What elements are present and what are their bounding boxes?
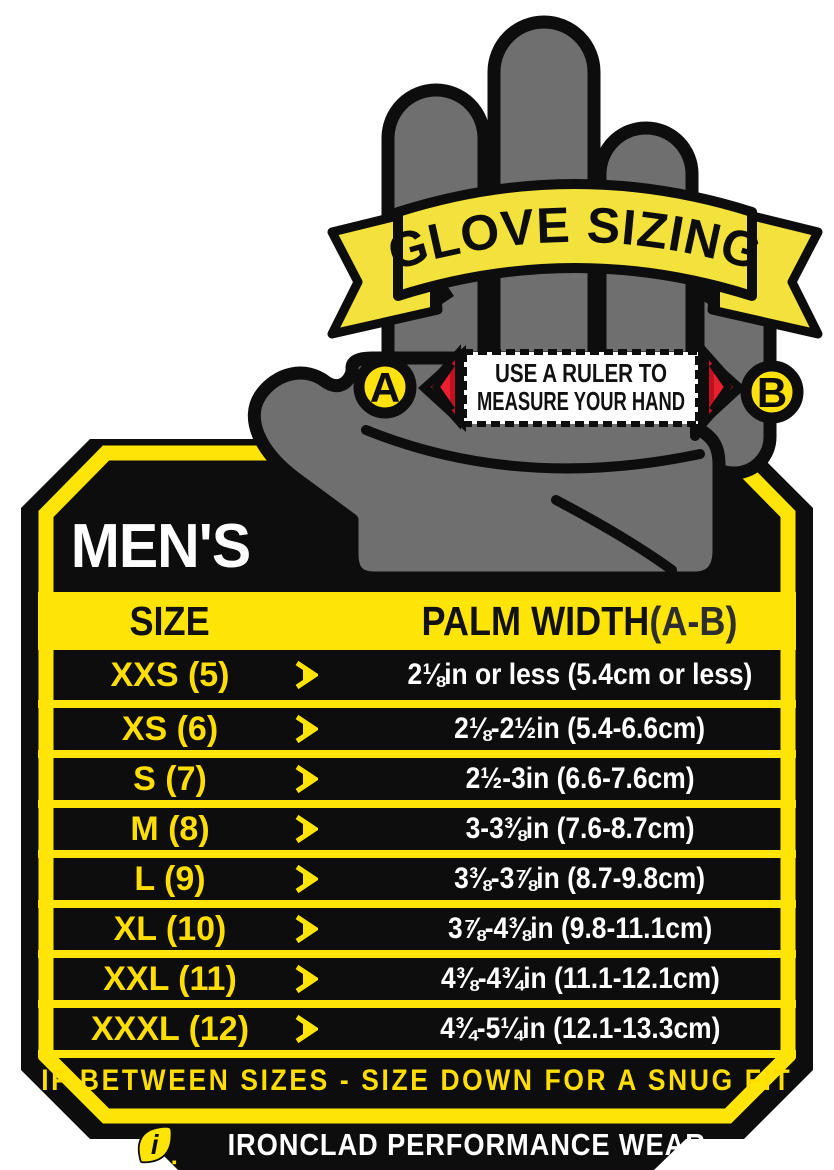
table-row: M (8) 3-3⅜in (7.6-8.7cm) bbox=[38, 808, 796, 850]
row-separator bbox=[38, 800, 796, 808]
marker-b-circle bbox=[740, 360, 804, 424]
size-label: L (9) bbox=[134, 859, 206, 898]
chevron-right-icon bbox=[294, 858, 318, 900]
size-label: XS (6) bbox=[121, 709, 219, 748]
table-row: S (7) 2½-3in (6.6-7.6cm) bbox=[38, 758, 796, 800]
row-separator bbox=[38, 750, 796, 758]
size-label: XXS (5) bbox=[110, 655, 230, 694]
left-arrow-chevron bbox=[431, 362, 455, 412]
row-separator bbox=[38, 1050, 796, 1058]
chevron-right-icon bbox=[294, 708, 318, 750]
row-separator bbox=[38, 1000, 796, 1008]
chevron-right-icon bbox=[294, 958, 318, 1000]
row-separator bbox=[38, 700, 796, 708]
row-separator bbox=[38, 900, 796, 908]
size-label: XL (10) bbox=[113, 909, 227, 948]
measure-guide: USE A RULER TO MEASURE YOUR HAND A B bbox=[353, 344, 804, 432]
marker-a-circle bbox=[353, 355, 417, 419]
ribbon-band bbox=[393, 179, 757, 301]
palm-width-value: 3⅞-4⅜in (9.8-11.1cm) bbox=[447, 912, 713, 945]
palm-width-value: 2⅛-2½in (5.4-6.6cm) bbox=[454, 712, 706, 745]
brand-name: IRONCLAD PERFORMANCE WEAR bbox=[227, 1127, 707, 1162]
palm-width-value: 2½-3in (6.6-7.6cm) bbox=[465, 762, 695, 795]
chevron-right-icon bbox=[294, 808, 318, 850]
table-row: XS (6) 2⅛-2½in (5.4-6.6cm) bbox=[38, 708, 796, 750]
column-header-palm-width-text: PALM WIDTH(A-B) bbox=[422, 597, 738, 644]
palm-width-value: 4¾-5¼in (12.1-13.3cm) bbox=[439, 1012, 721, 1045]
marker-a-label: A bbox=[370, 364, 400, 411]
palm-width-value: 2⅛in or less (5.4cm or less) bbox=[407, 658, 753, 691]
column-header-size-text: SIZE bbox=[129, 597, 211, 644]
brand-footer: i IRONCLAD PERFORMANCE WEAR bbox=[117, 1122, 757, 1168]
table-row: XXXL (12) 4¾-5¼in (12.1-13.3cm) bbox=[38, 1008, 796, 1050]
chevron-right-icon bbox=[294, 650, 318, 700]
column-header-palm-width: PALM WIDTH(A-B) bbox=[346, 592, 814, 650]
chevron-right-icon bbox=[294, 908, 318, 950]
palm-crease-line bbox=[551, 495, 677, 575]
ruler-note-box bbox=[461, 349, 701, 427]
size-label: XXL (11) bbox=[103, 959, 237, 998]
ruler-note-line2: MEASURE YOUR HAND bbox=[477, 386, 685, 416]
chevron-right-icon bbox=[294, 1008, 318, 1050]
section-title: MEN'S bbox=[66, 510, 326, 582]
row-separator bbox=[38, 850, 796, 858]
svg-text:i: i bbox=[151, 1129, 160, 1160]
right-arrow-chevron bbox=[709, 362, 733, 412]
column-header-size: SIZE bbox=[40, 592, 300, 650]
size-label: S (7) bbox=[133, 759, 207, 798]
table-row: XXS (5) 2⅛in or less (5.4cm or less) bbox=[38, 650, 796, 700]
palm-width-value: 3-3⅜in (7.6-8.7cm) bbox=[465, 812, 695, 845]
row-separator bbox=[38, 950, 796, 958]
table-row: XXL (11) 4⅜-4¾in (11.1-12.1cm) bbox=[38, 958, 796, 1000]
table-row: XL (10) 3⅞-4⅜in (9.8-11.1cm) bbox=[38, 908, 796, 950]
sizing-footnote: IF BETWEEN SIZES - SIZE DOWN FOR A SNUG … bbox=[38, 1056, 796, 1106]
size-label: XXXL (12) bbox=[90, 1009, 250, 1048]
hand-illustration bbox=[247, 15, 777, 585]
ruler-note-line1: USE A RULER TO bbox=[495, 358, 667, 388]
ribbon-banner: GLOVE SIZING bbox=[327, 179, 823, 339]
ironclad-leaf-icon: i bbox=[138, 1125, 177, 1165]
chevron-right-icon bbox=[294, 758, 318, 800]
size-label: M (8) bbox=[130, 809, 210, 848]
table-row: L (9) 3⅜-3⅞in (8.7-9.8cm) bbox=[38, 858, 796, 900]
table-header-band bbox=[38, 592, 796, 650]
palm-crease-line bbox=[361, 425, 705, 474]
marker-b-label: B bbox=[757, 369, 787, 416]
palm-width-value: 4⅜-4¾in (11.1-12.1cm) bbox=[440, 962, 720, 995]
section-title-text: MEN'S bbox=[70, 511, 251, 581]
sizing-footnote-text: IF BETWEEN SIZES - SIZE DOWN FOR A SNUG … bbox=[41, 1064, 793, 1097]
palm-width-value: 3⅜-3⅞in (8.7-9.8cm) bbox=[454, 862, 706, 895]
